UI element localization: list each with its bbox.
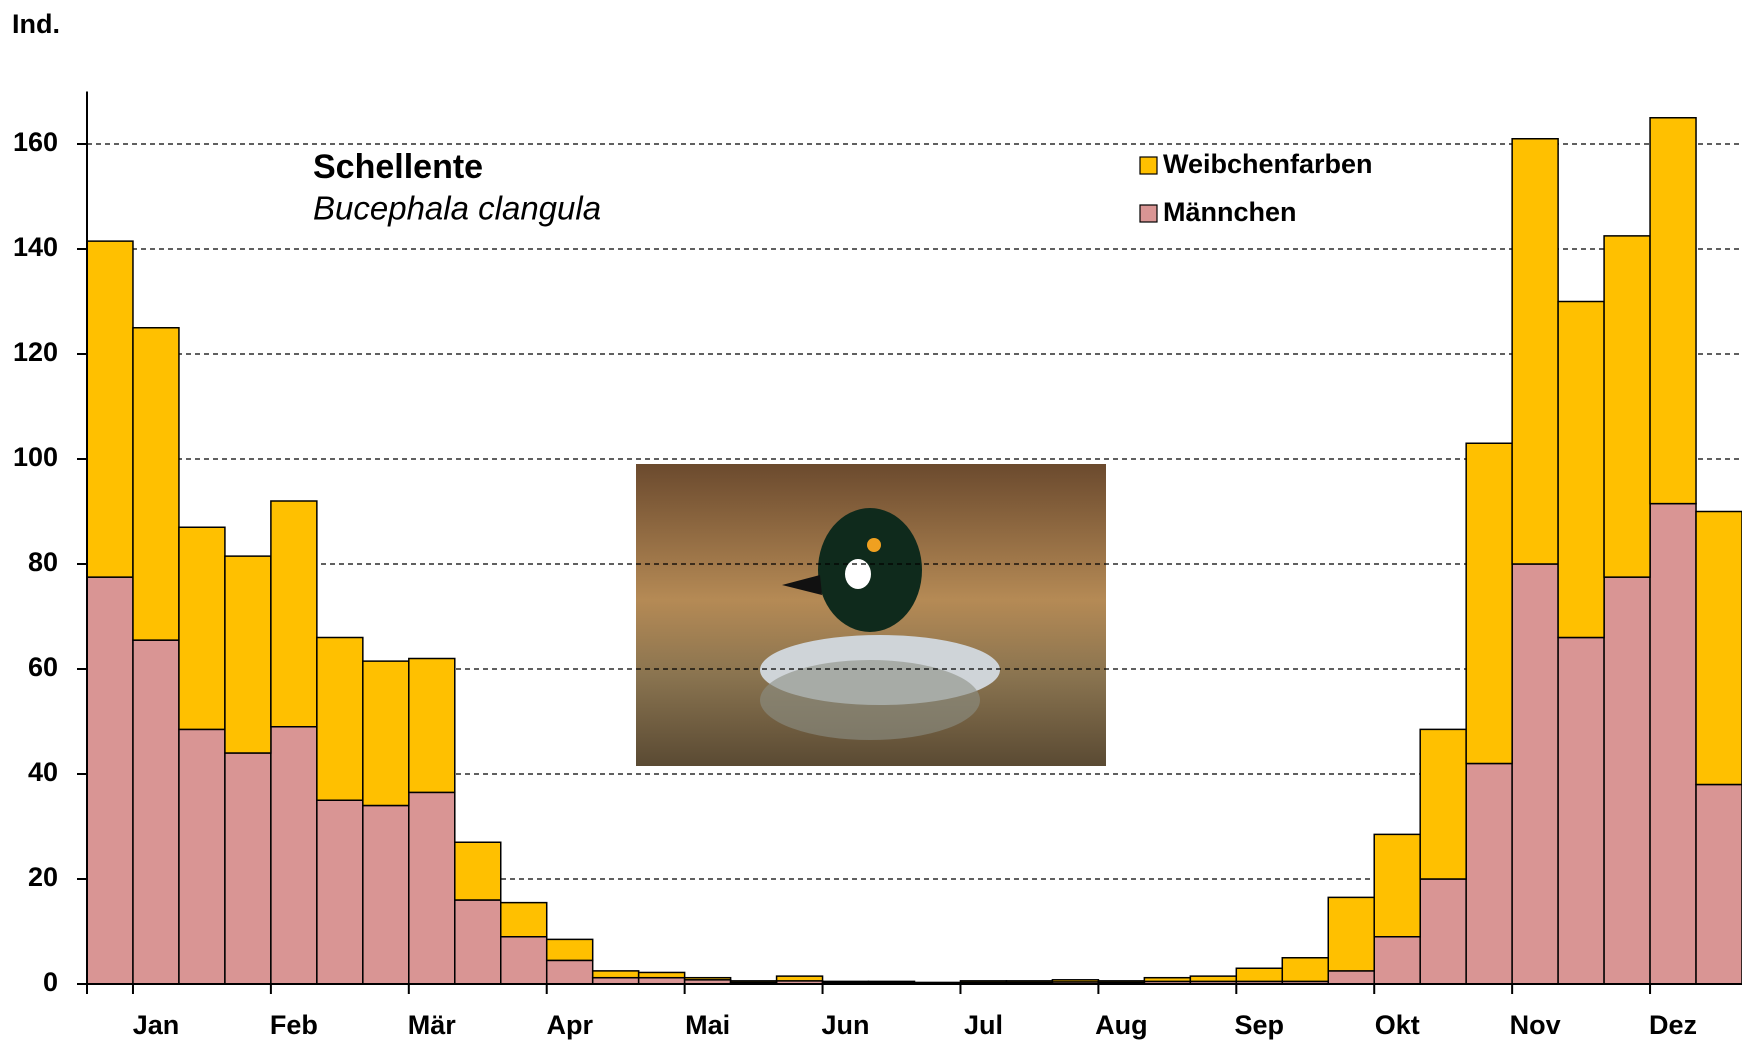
y-tick-label: 140 bbox=[13, 232, 58, 262]
legend-label: Männchen bbox=[1163, 197, 1297, 227]
bar bbox=[362, 660, 410, 807]
bar bbox=[454, 841, 502, 901]
bar bbox=[1005, 980, 1054, 984]
y-tick-label: 40 bbox=[28, 757, 58, 787]
bar bbox=[316, 799, 364, 985]
x-tick-label: Nov bbox=[1510, 1010, 1561, 1040]
bar bbox=[132, 639, 180, 985]
x-tick-label: Dez bbox=[1649, 1010, 1697, 1040]
bar bbox=[500, 901, 548, 938]
bar bbox=[178, 526, 226, 731]
legend-swatch bbox=[1139, 204, 1158, 223]
bar bbox=[1189, 975, 1238, 983]
photo bbox=[636, 464, 1106, 766]
x-tick-label: Sep bbox=[1235, 1010, 1285, 1040]
bar bbox=[270, 500, 318, 728]
bar bbox=[362, 804, 410, 985]
bar bbox=[1051, 979, 1100, 983]
bar bbox=[913, 981, 962, 984]
bar bbox=[729, 980, 778, 984]
x-tick-label: Okt bbox=[1375, 1010, 1420, 1040]
y-axis-label: Ind. bbox=[12, 9, 60, 39]
bar bbox=[1695, 510, 1742, 786]
bar bbox=[683, 976, 732, 981]
x-tick-label: Jul bbox=[964, 1010, 1003, 1040]
bar bbox=[316, 636, 364, 801]
y-tick-label: 60 bbox=[28, 652, 58, 682]
bar bbox=[1281, 957, 1330, 983]
chart-title: Schellente bbox=[313, 148, 483, 186]
bar bbox=[1465, 442, 1513, 765]
bar bbox=[637, 971, 686, 979]
bar bbox=[867, 980, 916, 984]
bar bbox=[270, 726, 318, 985]
y-tick-label: 160 bbox=[13, 127, 58, 157]
chart-subtitle: Bucephala clangula bbox=[313, 190, 601, 227]
y-tick-label: 20 bbox=[28, 862, 58, 892]
bar bbox=[1649, 502, 1697, 985]
bar bbox=[408, 657, 456, 794]
bar bbox=[545, 959, 594, 985]
bar bbox=[1511, 138, 1559, 565]
bar bbox=[1419, 728, 1467, 880]
x-tick-label: Aug bbox=[1095, 1010, 1147, 1040]
bar bbox=[500, 936, 548, 985]
y-tick-label: 120 bbox=[13, 337, 58, 367]
bar bbox=[178, 728, 226, 985]
x-tick-label: Feb bbox=[270, 1010, 318, 1040]
x-tick-label: Apr bbox=[546, 1010, 593, 1040]
x-tick-label: Jun bbox=[822, 1010, 870, 1040]
bar bbox=[408, 791, 456, 985]
y-tick-label: 80 bbox=[28, 547, 58, 577]
bar bbox=[132, 327, 180, 641]
bar bbox=[454, 899, 502, 985]
bar bbox=[1695, 783, 1742, 985]
bar bbox=[1373, 833, 1421, 938]
y-tick-label: 0 bbox=[43, 967, 58, 997]
bar bbox=[224, 555, 272, 754]
x-tick-label: Mai bbox=[685, 1010, 730, 1040]
y-tick-label: 100 bbox=[13, 442, 58, 472]
x-tick-label: Mär bbox=[408, 1010, 457, 1040]
bar bbox=[86, 240, 134, 578]
bar bbox=[1511, 563, 1559, 985]
bar bbox=[1603, 576, 1651, 985]
bar bbox=[821, 980, 870, 984]
legend-swatch bbox=[1139, 156, 1158, 175]
bar bbox=[1235, 967, 1284, 983]
bar bbox=[1327, 896, 1375, 972]
bar bbox=[1649, 117, 1697, 505]
bar bbox=[545, 938, 594, 962]
legend-label: Weibchenfarben bbox=[1163, 149, 1373, 179]
bar bbox=[1143, 976, 1192, 983]
bar bbox=[775, 975, 824, 982]
bar bbox=[1603, 235, 1651, 578]
bar bbox=[1465, 762, 1513, 985]
bar bbox=[591, 970, 640, 979]
bar bbox=[224, 752, 272, 985]
bar bbox=[1327, 970, 1375, 985]
bar bbox=[86, 576, 134, 985]
bar bbox=[1557, 636, 1605, 985]
bar bbox=[1097, 980, 1146, 984]
bar bbox=[959, 980, 1008, 984]
bar bbox=[1557, 300, 1605, 639]
bar bbox=[1373, 936, 1421, 985]
bar bbox=[1419, 878, 1467, 985]
x-tick-label: Jan bbox=[133, 1010, 180, 1040]
